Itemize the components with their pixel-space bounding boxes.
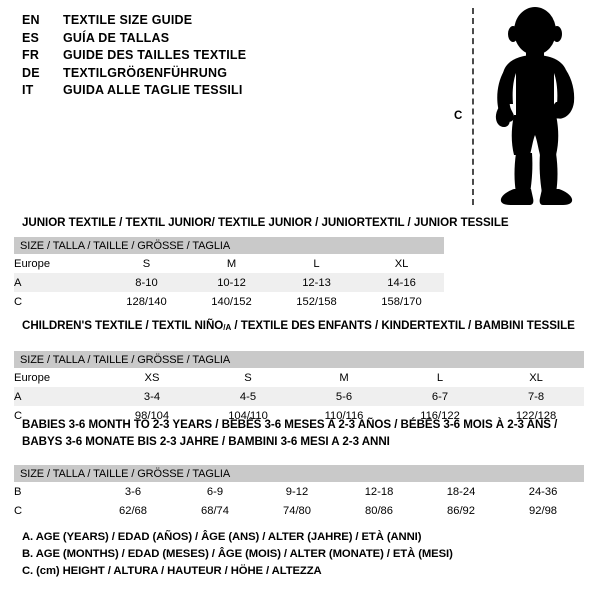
height-measure-label: C: [454, 110, 463, 122]
junior-a-col-4: 14-16: [359, 273, 445, 292]
children-a-col-5: 7-8: [488, 387, 585, 406]
junior-table-band-row: SIZE / TALLA / TAILLE / GRÖSSE / TAGLIA: [14, 237, 445, 254]
table-row: C 128/140 140/152 152/158 158/170: [14, 292, 445, 311]
language-code-en: EN: [22, 13, 40, 27]
babies-c-col-1: 62/68: [92, 501, 174, 520]
language-text-en: TEXTILE SIZE GUIDE: [63, 13, 193, 27]
table-row: C 98/104 104/110 110/116 116/122 122/128: [14, 406, 585, 425]
children-europe-col-4: L: [392, 368, 488, 387]
language-row-fr: FR GUIDE DES TAILLES TEXTILE: [22, 48, 422, 66]
babies-title-line1: BABIES 3-6 MONTH TO 2-3 YEARS / BEBÉS 3-…: [22, 418, 558, 431]
junior-size-table: SIZE / TALLA / TAILLE / GRÖSSE / TAGLIA …: [14, 237, 445, 311]
language-code-fr: FR: [22, 48, 40, 62]
junior-c-col-3: 152/158: [274, 292, 359, 311]
babies-title-line2: BABYS 3-6 MONATE BIS 2-3 JAHRE / BAMBINI…: [22, 434, 390, 448]
babies-b-col-2: 6-9: [174, 482, 256, 501]
height-dashed-line: [472, 8, 474, 205]
language-code-de: DE: [22, 65, 40, 80]
children-row-label-c: C: [14, 406, 104, 425]
junior-c-col-2: 140/152: [189, 292, 274, 311]
children-c-col-4: 116/122: [392, 406, 488, 425]
babies-b-col-5: 18-24: [420, 482, 502, 501]
junior-row-label-europe: Europe: [14, 254, 104, 273]
babies-c-col-4: 80/86: [338, 501, 420, 520]
children-band-label: SIZE / TALLA / TAILLE / GRÖSSE / TAGLIA: [14, 351, 585, 368]
children-c-col-3: 110/116: [296, 406, 392, 425]
children-a-col-4: 6-7: [392, 387, 488, 406]
language-row-en: EN TEXTILE SIZE GUIDE: [22, 13, 422, 31]
babies-row-label-c: C: [14, 501, 92, 520]
legend-item-c: C. (cm) HEIGHT / ALTURA / HAUTEUR / HÖHE…: [22, 565, 322, 577]
table-row: Europe S M L XL: [14, 254, 445, 273]
babies-b-col-3: 9-12: [256, 482, 338, 501]
toddler-silhouette-icon: [495, 7, 575, 205]
language-text-it: GUIDA ALLE TAGLIE TESSILI: [63, 83, 243, 97]
language-text-es: GUÍA DE TALLAS: [63, 30, 170, 45]
babies-c-col-6: 92/98: [502, 501, 585, 520]
babies-c-col-3: 74/80: [256, 501, 338, 520]
junior-c-col-1: 128/140: [104, 292, 189, 311]
junior-europe-col-3: L: [274, 254, 359, 273]
junior-c-col-4: 158/170: [359, 292, 445, 311]
language-row-es: ES GUÍA DE TALLAS: [22, 31, 422, 49]
babies-b-col-4: 12-18: [338, 482, 420, 501]
junior-a-col-2: 10-12: [189, 273, 274, 292]
language-code-es: ES: [22, 30, 40, 45]
children-c-col-2: 104/110: [200, 406, 296, 425]
children-europe-col-3: M: [296, 368, 392, 387]
junior-row-label-c: C: [14, 292, 104, 311]
children-title-part2: / TEXTILE DES ENFANTS / KINDERTEXTIL / B…: [231, 319, 575, 332]
children-europe-col-5: XL: [488, 368, 585, 387]
children-c-col-5: 122/128: [488, 406, 585, 425]
babies-size-table: SIZE / TALLA / TAILLE / GRÖSSE / TAGLIA …: [14, 465, 585, 520]
babies-band-label: SIZE / TALLA / TAILLE / GRÖSSE / TAGLIA: [14, 465, 585, 482]
junior-band-label: SIZE / TALLA / TAILLE / GRÖSSE / TAGLIA: [14, 237, 445, 254]
babies-section-title: BABIES 3-6 MONTH TO 2-3 YEARS / BEBÉS 3-…: [22, 418, 557, 448]
babies-c-col-5: 86/92: [420, 501, 502, 520]
height-measurement-illustration: C: [440, 5, 595, 210]
junior-a-col-3: 12-13: [274, 273, 359, 292]
babies-b-col-6: 24-36: [502, 482, 585, 501]
table-row: C 62/68 68/74 74/80 80/86 86/92 92/98: [14, 501, 585, 520]
language-row-it: IT GUIDA ALLE TAGLIE TESSILI: [22, 83, 422, 101]
legend-item-a: A. AGE (YEARS) / EDAD (AÑOS) / ÂGE (ANS)…: [22, 531, 422, 543]
children-size-table: SIZE / TALLA / TAILLE / GRÖSSE / TAGLIA …: [14, 351, 585, 425]
table-row: A 3-4 4-5 5-6 6-7 7-8: [14, 387, 585, 406]
table-row: Europe XS S M L XL: [14, 368, 585, 387]
table-row: A 8-10 10-12 12-13 14-16: [14, 273, 445, 292]
junior-row-label-a: A: [14, 273, 104, 292]
children-c-col-1: 98/104: [104, 406, 200, 425]
table-row: B 3-6 6-9 9-12 12-18 18-24 24-36: [14, 482, 585, 501]
language-text-fr: GUIDE DES TAILLES TEXTILE: [63, 48, 247, 62]
children-row-label-europe: Europe: [14, 368, 104, 387]
junior-a-col-1: 8-10: [104, 273, 189, 292]
babies-table-band-row: SIZE / TALLA / TAILLE / GRÖSSE / TAGLIA: [14, 465, 585, 482]
language-row-de: DE TEXTILGRÖẞENFÜHRUNG: [22, 66, 422, 84]
children-title-subscript: /A: [223, 323, 232, 332]
junior-europe-col-1: S: [104, 254, 189, 273]
babies-c-col-2: 68/74: [174, 501, 256, 520]
babies-row-label-b: B: [14, 482, 92, 501]
children-section-title: CHILDREN'S TEXTILE / TEXTIL NIÑO/A / TEX…: [22, 319, 575, 332]
measurement-legend: A. AGE (YEARS) / EDAD (AÑOS) / ÂGE (ANS)…: [22, 531, 453, 582]
children-title-part1: CHILDREN'S TEXTILE / TEXTIL NIÑO: [22, 319, 224, 332]
language-code-it: IT: [22, 83, 34, 97]
children-a-col-1: 3-4: [104, 387, 200, 406]
language-text-de: TEXTILGRÖẞENFÜHRUNG: [63, 65, 228, 80]
children-europe-col-1: XS: [104, 368, 200, 387]
junior-section-title: JUNIOR TEXTILE / TEXTIL JUNIOR/ TEXTILE …: [22, 216, 509, 229]
children-a-col-3: 5-6: [296, 387, 392, 406]
legend-item-b: B. AGE (MONTHS) / EDAD (MESES) / ÂGE (MO…: [22, 548, 453, 560]
junior-europe-col-2: M: [189, 254, 274, 273]
junior-europe-col-4: XL: [359, 254, 445, 273]
babies-b-col-1: 3-6: [92, 482, 174, 501]
language-header-block: EN TEXTILE SIZE GUIDE ES GUÍA DE TALLAS …: [22, 13, 422, 101]
children-row-label-a: A: [14, 387, 104, 406]
children-a-col-2: 4-5: [200, 387, 296, 406]
children-europe-col-2: S: [200, 368, 296, 387]
children-table-band-row: SIZE / TALLA / TAILLE / GRÖSSE / TAGLIA: [14, 351, 585, 368]
